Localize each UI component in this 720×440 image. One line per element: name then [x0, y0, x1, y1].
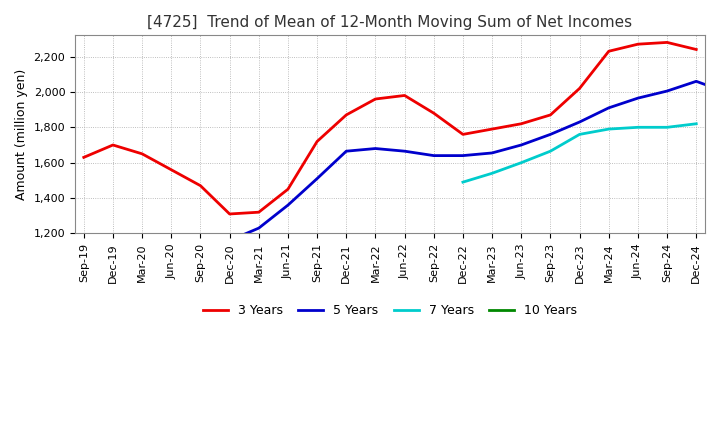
- 3 Years: [312, 139, 321, 144]
- 3 Years: [575, 86, 584, 91]
- 7 Years: [517, 160, 526, 165]
- 5 Years: [371, 146, 379, 151]
- 7 Years: [663, 125, 672, 130]
- 5 Years: [312, 176, 321, 181]
- 7 Years: [546, 149, 554, 154]
- 5 Years: [459, 153, 467, 158]
- 5 Years: [342, 149, 351, 154]
- Line: 5 Years: 5 Years: [230, 81, 720, 241]
- 3 Years: [459, 132, 467, 137]
- 3 Years: [663, 40, 672, 45]
- 3 Years: [604, 48, 613, 54]
- 3 Years: [429, 110, 438, 116]
- 5 Years: [429, 153, 438, 158]
- 5 Years: [517, 143, 526, 148]
- 3 Years: [167, 167, 176, 172]
- 3 Years: [634, 41, 642, 47]
- 3 Years: [138, 151, 146, 157]
- Legend: 3 Years, 5 Years, 7 Years, 10 Years: 3 Years, 5 Years, 7 Years, 10 Years: [199, 299, 582, 322]
- 3 Years: [79, 155, 88, 160]
- 3 Years: [284, 187, 292, 192]
- 3 Years: [546, 112, 554, 117]
- 5 Years: [604, 105, 613, 110]
- Line: 7 Years: 7 Years: [463, 124, 696, 182]
- 7 Years: [487, 171, 496, 176]
- 5 Years: [692, 79, 701, 84]
- 5 Years: [546, 132, 554, 137]
- 5 Years: [487, 150, 496, 156]
- 3 Years: [109, 143, 117, 148]
- Y-axis label: Amount (million yen): Amount (million yen): [15, 69, 28, 200]
- 7 Years: [634, 125, 642, 130]
- 5 Years: [400, 149, 409, 154]
- 3 Years: [517, 121, 526, 126]
- 7 Years: [459, 180, 467, 185]
- 7 Years: [604, 126, 613, 132]
- 5 Years: [254, 225, 263, 231]
- 5 Years: [634, 95, 642, 101]
- 3 Years: [225, 211, 234, 216]
- 3 Years: [342, 112, 351, 117]
- 5 Years: [663, 88, 672, 94]
- 7 Years: [575, 132, 584, 137]
- 3 Years: [196, 183, 204, 188]
- 3 Years: [400, 93, 409, 98]
- 7 Years: [692, 121, 701, 126]
- 3 Years: [487, 126, 496, 132]
- 3 Years: [692, 47, 701, 52]
- 5 Years: [575, 119, 584, 125]
- 3 Years: [254, 209, 263, 215]
- 5 Years: [284, 202, 292, 208]
- 3 Years: [371, 96, 379, 102]
- Line: 3 Years: 3 Years: [84, 42, 696, 214]
- 5 Years: [225, 238, 234, 243]
- Title: [4725]  Trend of Mean of 12-Month Moving Sum of Net Incomes: [4725] Trend of Mean of 12-Month Moving …: [148, 15, 633, 30]
